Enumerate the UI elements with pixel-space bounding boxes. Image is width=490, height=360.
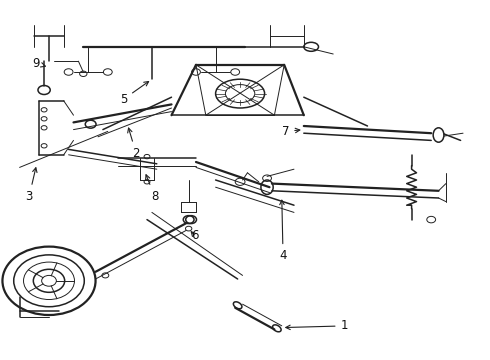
Text: 3: 3 xyxy=(25,168,37,203)
Text: 4: 4 xyxy=(279,200,287,262)
Text: 7: 7 xyxy=(282,125,300,138)
Text: 5: 5 xyxy=(120,81,148,105)
Text: 6: 6 xyxy=(191,229,198,242)
Text: 9: 9 xyxy=(32,57,46,69)
Text: 2: 2 xyxy=(128,128,140,159)
Text: 1: 1 xyxy=(286,319,348,332)
Text: 8: 8 xyxy=(146,175,158,203)
